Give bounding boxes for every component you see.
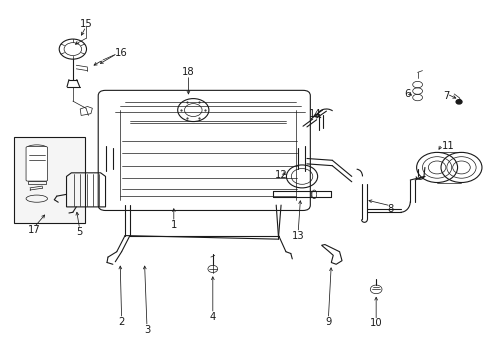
Text: 14: 14 [308, 109, 321, 119]
Text: 17: 17 [27, 225, 40, 235]
Text: 3: 3 [143, 325, 150, 334]
Text: 10: 10 [369, 319, 382, 328]
Text: 16: 16 [115, 48, 128, 58]
Text: 18: 18 [182, 67, 194, 77]
Text: 5: 5 [76, 227, 82, 237]
FancyBboxPatch shape [98, 90, 310, 211]
Text: 8: 8 [387, 204, 393, 214]
Text: 4: 4 [209, 312, 216, 322]
Text: 9: 9 [325, 317, 331, 327]
Text: 2: 2 [118, 317, 124, 327]
Text: 7: 7 [443, 91, 449, 101]
Text: 6: 6 [404, 89, 410, 99]
Bar [14, 137, 85, 223]
Text: 11: 11 [441, 141, 454, 151]
Text: 15: 15 [80, 19, 92, 29]
Text: 12: 12 [274, 170, 287, 180]
Circle shape [455, 100, 461, 104]
FancyBboxPatch shape [26, 147, 47, 181]
Text: 1: 1 [170, 220, 177, 230]
Text: 13: 13 [291, 231, 304, 240]
